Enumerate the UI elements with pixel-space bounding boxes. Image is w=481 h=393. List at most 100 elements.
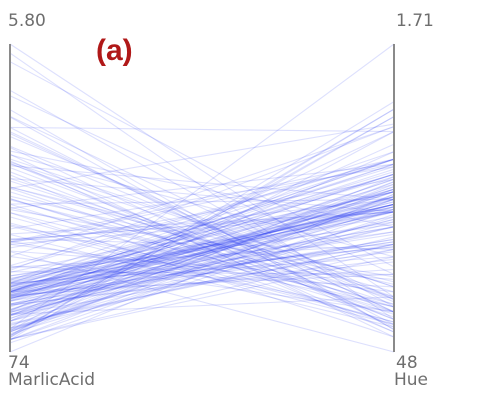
data-line (9, 191, 395, 308)
data-line (9, 158, 395, 270)
data-line (9, 206, 395, 298)
data-line (9, 213, 395, 344)
data-line (9, 209, 395, 278)
data-line (9, 296, 395, 315)
data-line (9, 201, 395, 298)
data-line (9, 212, 395, 308)
data-line (9, 236, 395, 329)
data-line (9, 199, 395, 298)
data-line (9, 248, 395, 340)
data-line (9, 196, 395, 300)
data-line (9, 116, 395, 337)
data-line (9, 216, 395, 323)
data-line (9, 198, 395, 332)
data-line (9, 203, 395, 288)
data-line (9, 238, 395, 302)
data-line (9, 163, 395, 209)
data-line (9, 158, 395, 288)
data-line (9, 176, 395, 290)
data-line (9, 188, 395, 323)
data-line (9, 178, 395, 249)
data-line (9, 116, 395, 330)
data-line (9, 171, 395, 288)
data-line (9, 211, 395, 235)
data-line (9, 153, 395, 338)
data-line (9, 248, 395, 316)
data-line (9, 231, 395, 299)
data-line (9, 163, 395, 244)
panel-label: (a) (96, 34, 133, 67)
data-line (9, 243, 395, 305)
data-line (9, 203, 395, 303)
data-line (9, 115, 395, 300)
data-line (9, 221, 395, 287)
data-line (9, 158, 395, 293)
data-line (9, 43, 395, 330)
data-line (9, 243, 395, 293)
data-line (9, 216, 395, 279)
data-line (9, 222, 395, 323)
data-line (9, 126, 395, 325)
data-line (9, 160, 395, 333)
data-line (9, 238, 395, 250)
data-line (9, 133, 395, 313)
data-line (9, 135, 395, 300)
data-line (9, 162, 395, 320)
data-line (9, 203, 395, 307)
data-line (9, 226, 395, 313)
data-line (9, 151, 395, 281)
data-line (9, 211, 395, 245)
data-line (9, 206, 395, 282)
data-line (9, 250, 395, 280)
data-line (9, 131, 395, 313)
data-line (9, 251, 395, 298)
data-line (9, 108, 395, 341)
data-line (9, 198, 395, 313)
data-line (9, 211, 395, 240)
data-line (9, 181, 395, 322)
data-line (9, 186, 395, 283)
data-line (9, 196, 395, 281)
data-line (9, 226, 395, 322)
data-line (9, 166, 395, 230)
data-line (9, 151, 395, 322)
data-line (9, 218, 395, 316)
data-line (9, 211, 395, 312)
data-line (9, 61, 395, 268)
data-line (9, 223, 395, 277)
data-line (9, 212, 395, 338)
data-line (9, 206, 395, 330)
data-line (9, 191, 395, 320)
data-line (9, 181, 395, 337)
data-line (9, 198, 395, 205)
data-line (9, 180, 395, 305)
data-line (9, 195, 395, 285)
data-line (9, 198, 395, 313)
data-line (9, 145, 395, 303)
data-line (9, 208, 395, 291)
left-axis-name: MarlicAcid (8, 370, 95, 390)
data-line (9, 188, 395, 301)
data-line (9, 216, 395, 335)
data-line (9, 150, 395, 228)
data-line (9, 178, 395, 311)
data-line (9, 196, 395, 311)
data-line (9, 265, 395, 288)
right-axis-bottom-label: 48 (396, 353, 418, 373)
data-line (9, 258, 395, 306)
data-line (9, 211, 395, 296)
data-line (9, 173, 395, 300)
data-line (9, 188, 395, 296)
data-line (9, 203, 395, 293)
data-line (9, 193, 395, 353)
data-line (9, 161, 395, 288)
data-line (9, 203, 395, 326)
data-line (9, 256, 395, 340)
data-line (9, 116, 395, 332)
data-line (9, 131, 395, 312)
data-line (9, 243, 395, 268)
data-line (9, 108, 395, 337)
data-line (9, 225, 395, 326)
data-line (9, 126, 395, 257)
